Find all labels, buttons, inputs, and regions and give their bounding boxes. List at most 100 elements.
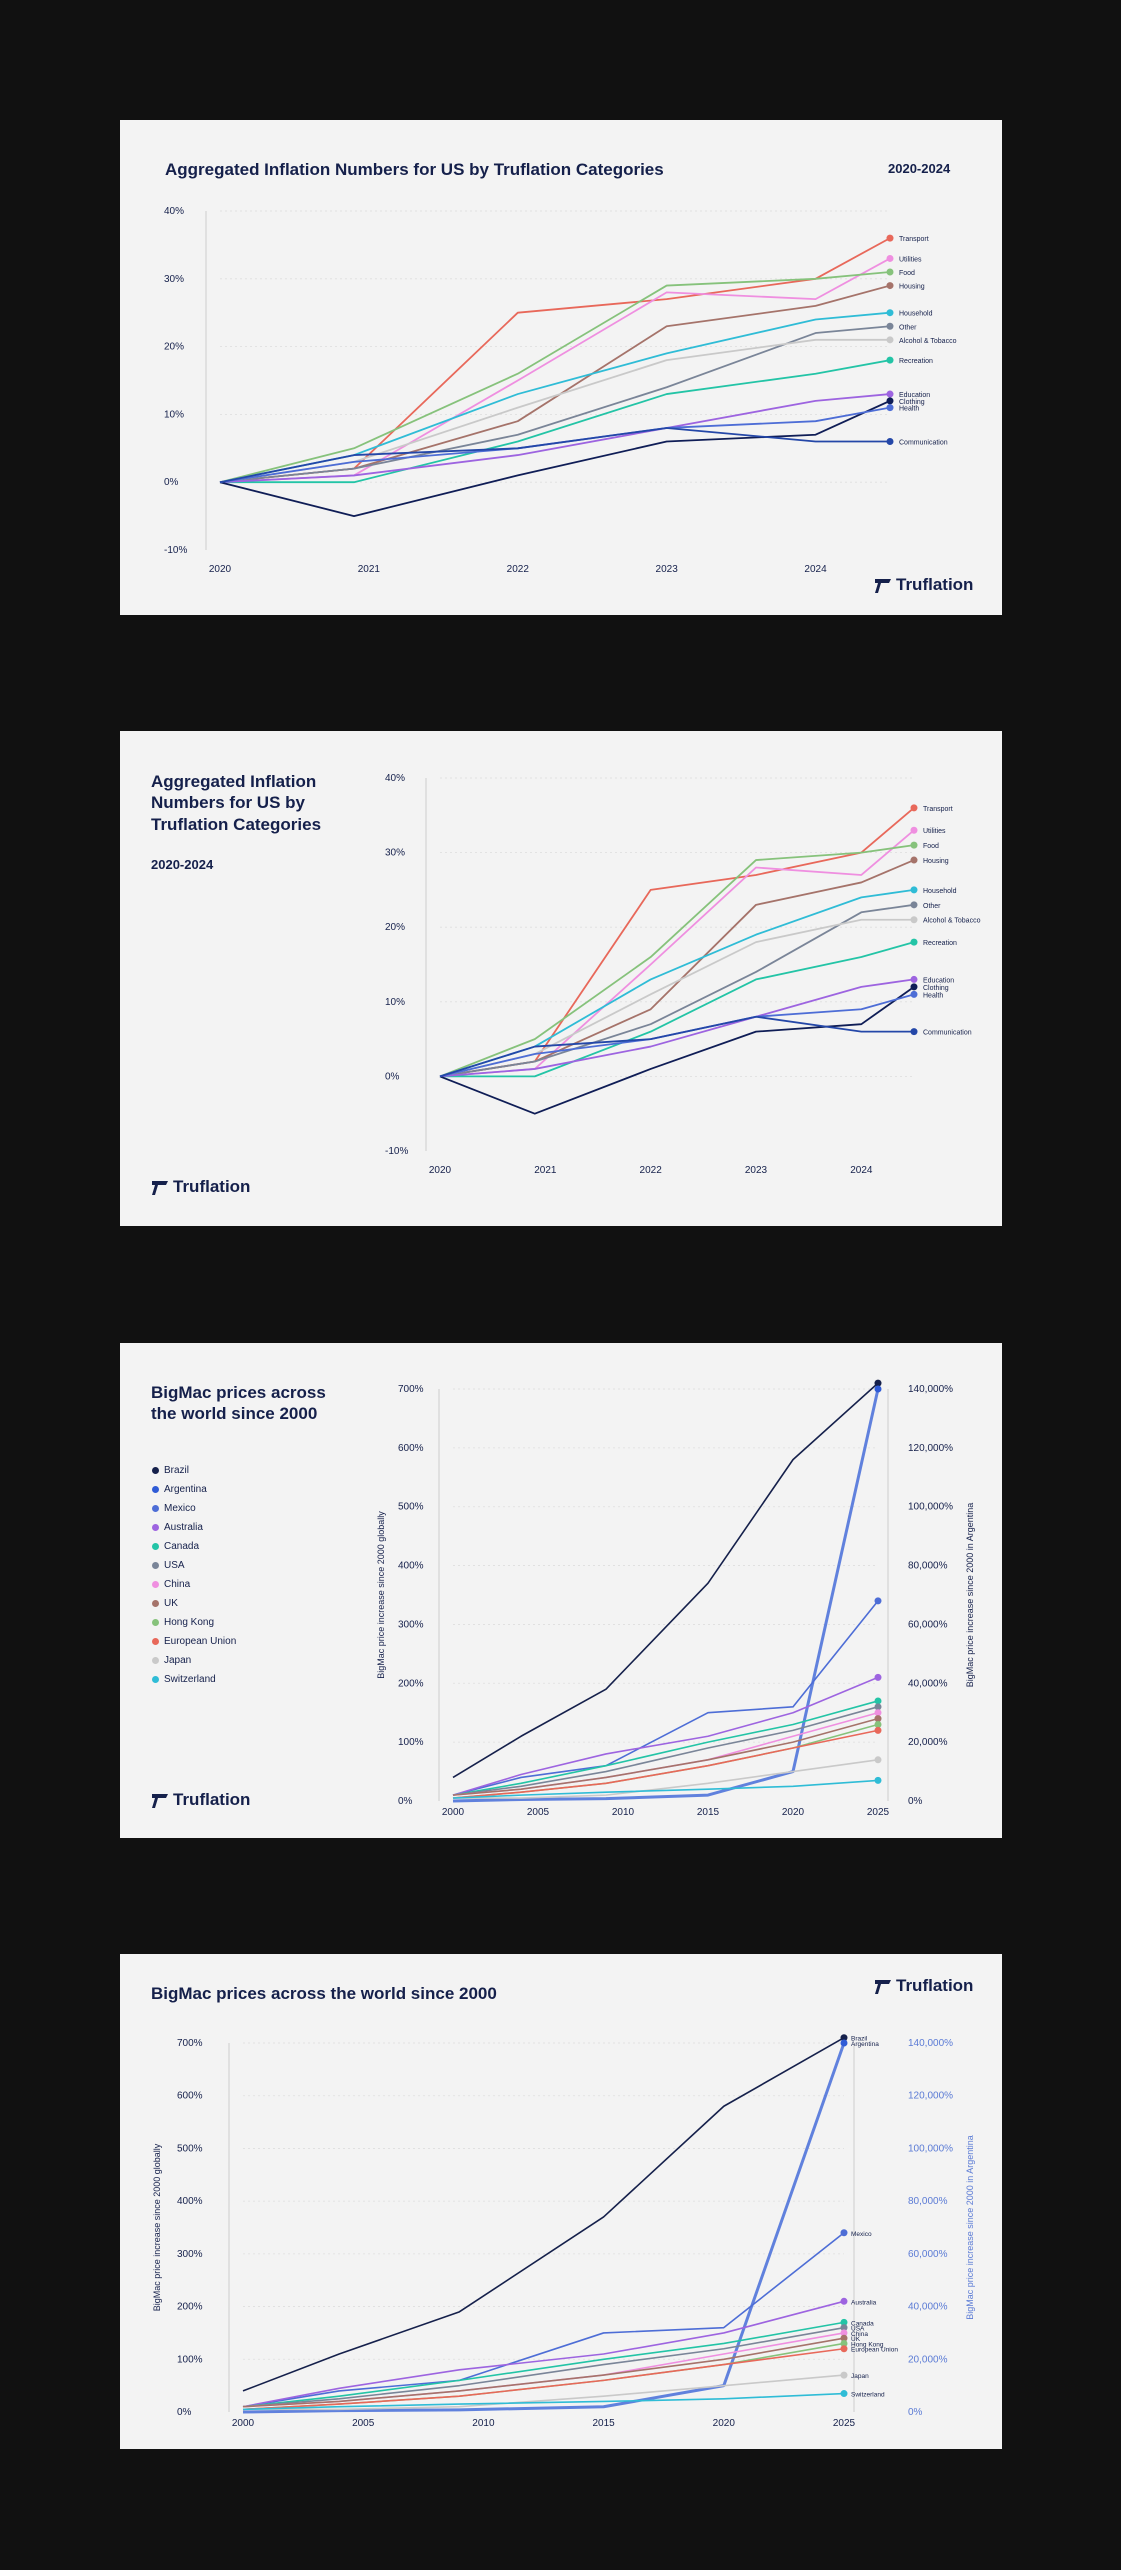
series-label-housing: Housing: [923, 858, 949, 865]
x-tick-label: 2025: [833, 2418, 856, 2429]
series-line-uk: [452, 1717, 879, 1796]
y2-tick-label: 120,000%: [908, 1443, 953, 1454]
series-end-dot-brazil: [874, 1379, 882, 1387]
bigmac-chart-wide: 0% 100% 200% 300% 400% 500% 600% 700% 0% 20,000% 4…: [152, 2034, 975, 2429]
truflation-icon: [152, 1794, 168, 1808]
y2-tick-label: 40,000%: [908, 1678, 948, 1689]
legend-item-canada: Canada: [152, 1537, 236, 1556]
series-end-dot-uk: [874, 1715, 882, 1723]
series-line-switzerland: [242, 2392, 845, 2411]
series-line-health: [219, 406, 891, 484]
series-line-food: [439, 844, 915, 1078]
y-tick-label: 40%: [164, 206, 184, 217]
series-label-transport: Transport: [899, 236, 929, 243]
x-tick-label: 2020: [782, 1807, 805, 1818]
series-line-european-union: [452, 1729, 879, 1799]
series-label-recreation: Recreation: [899, 358, 933, 365]
y2-tick-label: 100,000%: [908, 1502, 953, 1513]
series-label-other: Other: [923, 903, 941, 910]
series-end-dot-food: [886, 268, 894, 276]
y-tick-label: 100%: [398, 1737, 424, 1748]
x-tick-label: 2023: [656, 564, 679, 575]
series-end-dot-argentina: [874, 1385, 882, 1393]
y-tick-label: 300%: [398, 1619, 424, 1630]
y-tick-label: 30%: [385, 848, 405, 859]
y2-tick-label: 80,000%: [908, 1561, 948, 1572]
series-end-dot-education: [910, 975, 918, 983]
series-end-dot-argentina: [840, 2039, 848, 2047]
series-label-utilities: Utilities: [923, 828, 946, 835]
series-end-dot-clothing: [910, 983, 918, 991]
series-end-dot-australia: [874, 1673, 882, 1681]
y-axis-title: BigMac price increase since 2000 globall…: [376, 1511, 386, 1679]
y-tick-label: -10%: [164, 545, 187, 556]
y-tick-label: 500%: [177, 2143, 203, 2154]
series-line-japan: [243, 2374, 845, 2411]
series-label-education: Education: [923, 977, 954, 984]
legend-dot: [152, 1505, 159, 1512]
y-tick-label: 20%: [164, 342, 184, 353]
series-label-usa: USA: [851, 2326, 865, 2333]
inflation-chart-card-wide: -10% 0% 10% 20% 30% 40% 2020 2021 2022 2023 2024 Tr…: [120, 120, 1002, 615]
legend-dot: [152, 1524, 159, 1531]
chart-title: Aggregated Inflation Numbers for US by T…: [151, 772, 322, 834]
series-label-household: Household: [899, 311, 933, 318]
legend-item-china: China: [152, 1575, 236, 1594]
series-label-health: Health: [899, 406, 919, 413]
series-end-dot-brazil: [840, 2034, 848, 2042]
series-end-dot-switzerland: [840, 2390, 848, 2398]
legend-item-usa: USA: [152, 1556, 236, 1575]
truflation-logo: Truflation: [874, 575, 973, 595]
series-label-food: Food: [923, 843, 939, 850]
series-line-argentina: [452, 1388, 880, 1803]
series-end-dot-switzerland: [874, 1776, 882, 1784]
chart-period: 2020-2024: [888, 161, 951, 176]
series-line-alcohol-tobacco: [219, 338, 890, 484]
series-label-brazil: Brazil: [851, 2036, 868, 2043]
series-end-dot-european-union: [840, 2345, 848, 2353]
legend-dot: [152, 1600, 159, 1607]
y-tick-label: 200%: [398, 1678, 424, 1689]
series-line-canada: [452, 1700, 879, 1796]
x-tick-label: 2022: [640, 1165, 663, 1176]
y-tick-label: 0%: [164, 477, 179, 488]
series-end-dot-other: [910, 901, 918, 909]
y-tick-label: 0%: [398, 1796, 413, 1807]
series-label-recreation: Recreation: [923, 940, 957, 947]
series-end-dot-communication: [886, 438, 894, 446]
series-line-clothing: [439, 986, 915, 1115]
series-label-australia: Australia: [851, 2299, 877, 2306]
series-end-dot-mexico: [840, 2229, 848, 2237]
series-end-dot-hong-kong: [874, 1720, 882, 1728]
truflation-logo: Truflation: [151, 1177, 250, 1197]
x-tick-label: 2015: [592, 2418, 615, 2429]
y-tick-label: 0%: [177, 2407, 192, 2418]
truflation-icon: [152, 1181, 168, 1195]
x-tick-label: 2000: [442, 1807, 465, 1818]
y2-tick-label: 140,000%: [908, 1384, 953, 1395]
x-tick-label: 2000: [232, 2418, 255, 2429]
series-end-dot-health: [910, 990, 918, 998]
bigmac-chart-card-legend: 0% 100% 200% 300% 400% 500% 600% 700% 0% 20,000% 4…: [120, 1343, 1002, 1838]
series-line-recreation: [440, 941, 915, 1078]
series-end-dot-canada: [874, 1697, 882, 1705]
truflation-icon: [875, 1980, 891, 1994]
x-tick-label: 2024: [804, 564, 827, 575]
logo-text: Truflation: [173, 1177, 251, 1196]
series-line-european-union: [242, 2347, 845, 2411]
series-end-dot-china: [874, 1709, 882, 1717]
y2-tick-label: 140,000%: [908, 2038, 953, 2049]
x-tick-label: 2010: [472, 2418, 495, 2429]
y-tick-label: 600%: [398, 1443, 424, 1454]
chart-title: BigMac prices across the world since 200…: [151, 1984, 497, 2003]
series-line-brazil: [452, 1382, 879, 1779]
series-end-dot-usa: [840, 2324, 848, 2332]
y-tick-label: 20%: [385, 922, 405, 933]
bigmac-chart-legend: 0% 100% 200% 300% 400% 500% 600% 700% 0% 20,000% 4…: [376, 1379, 975, 1818]
series-end-dot-food: [910, 841, 918, 849]
series-label-clothing: Clothing: [923, 985, 949, 992]
series-end-dot-household: [886, 309, 894, 317]
series-end-dot-clothing: [886, 397, 894, 405]
series-end-dot-utilities: [910, 826, 918, 834]
y2-tick-label: 40,000%: [908, 2302, 948, 2313]
